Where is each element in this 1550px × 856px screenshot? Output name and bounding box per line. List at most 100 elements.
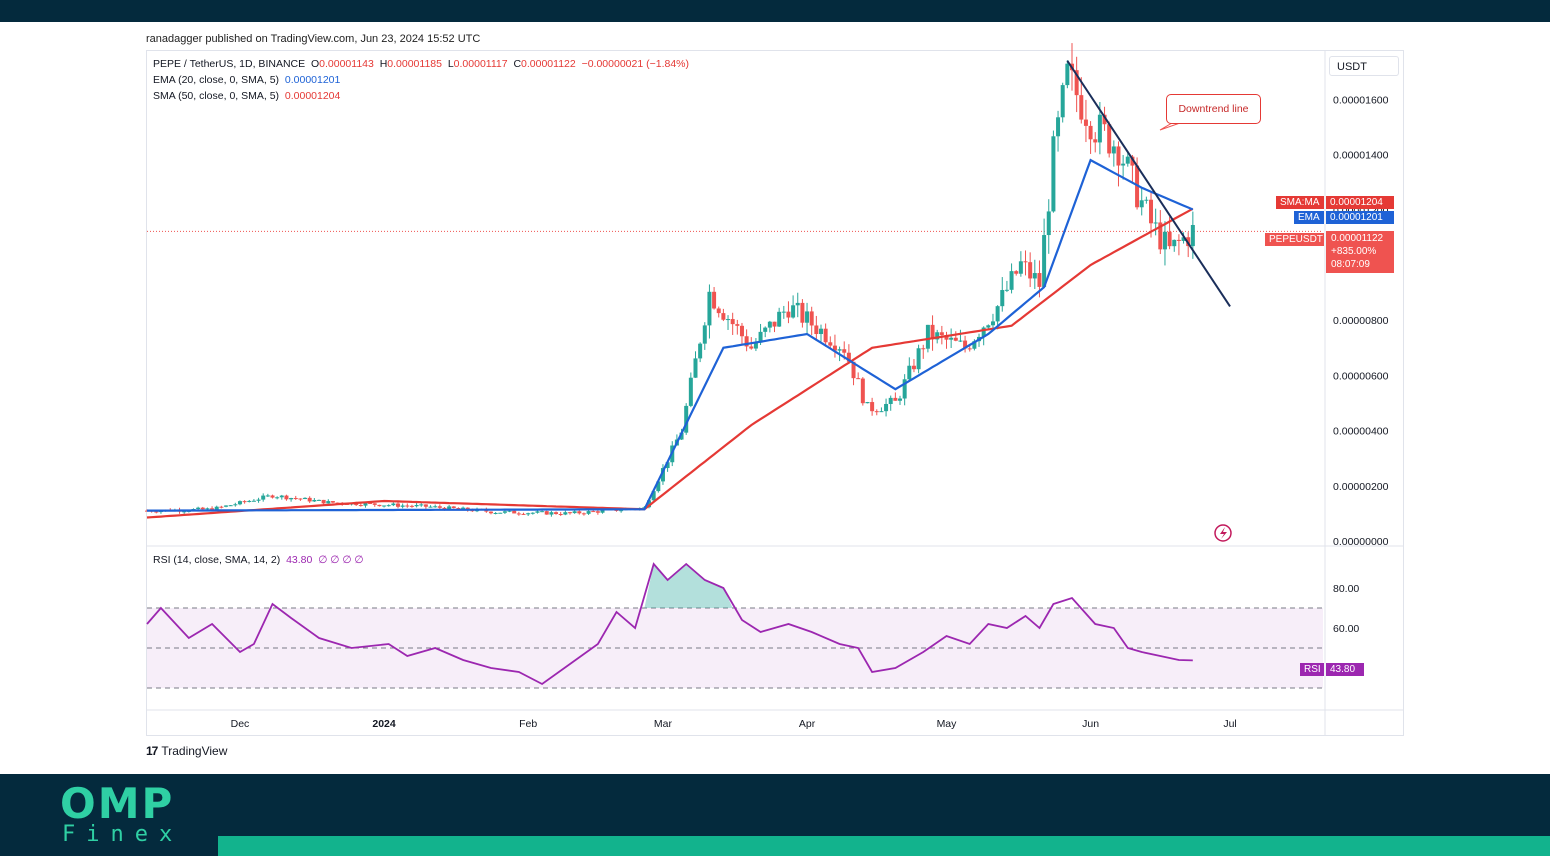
candle	[930, 315, 935, 351]
candle-body	[488, 511, 493, 514]
candle-body	[1153, 222, 1158, 224]
ema-line	[147, 158, 1194, 512]
candle-body	[200, 507, 205, 510]
candle-body	[303, 497, 308, 500]
candle	[1158, 210, 1163, 255]
candle	[898, 395, 903, 405]
currency-unit-selector[interactable]: USDT	[1329, 56, 1399, 76]
candle-body	[749, 346, 754, 349]
candle	[800, 299, 805, 328]
footer-accent-strip	[218, 836, 1550, 856]
candle-body	[586, 511, 591, 514]
candle-body	[651, 491, 656, 501]
ema-legend-label: EMA (20, close, 0, SMA, 5)	[153, 74, 280, 86]
candle-body	[196, 507, 201, 509]
candle-body	[540, 511, 545, 513]
tradingview-logo[interactable]: 17 TradingView	[146, 744, 227, 758]
candle	[1111, 140, 1116, 167]
candle	[419, 503, 424, 507]
candle	[321, 499, 326, 505]
candle-body	[972, 341, 977, 349]
candle	[451, 506, 456, 509]
candle	[702, 322, 707, 350]
candle	[879, 407, 884, 413]
candle-body	[1065, 63, 1070, 86]
candle-body	[935, 332, 940, 340]
candle-body	[535, 511, 540, 513]
candle-body	[800, 302, 805, 323]
price-tag-value: 0.00001122	[1331, 233, 1384, 244]
candle-body	[758, 331, 763, 343]
candle	[284, 494, 289, 501]
downtrend-annotation[interactable]: Downtrend line	[1166, 94, 1261, 124]
downtrend-line	[1066, 60, 1231, 307]
candle	[953, 331, 958, 342]
candle-body	[716, 308, 721, 314]
candle-body	[1144, 199, 1149, 201]
legend-high: 0.00001185	[387, 58, 442, 70]
candle-body	[730, 319, 735, 325]
candle	[726, 315, 731, 330]
candle-body	[823, 328, 828, 343]
candle	[516, 511, 521, 516]
candle	[1023, 250, 1028, 276]
candle	[289, 497, 294, 502]
candle-body	[1162, 231, 1167, 250]
candle	[809, 306, 814, 336]
candle-body	[1051, 136, 1056, 212]
candle-body	[224, 505, 229, 507]
candle-body	[549, 512, 554, 515]
candle-body	[581, 513, 586, 515]
publisher-credit: ranadagger published on TradingView.com,…	[146, 33, 481, 45]
candle-body	[507, 510, 512, 512]
brand-main: OMP	[60, 779, 175, 828]
legend-symbol[interactable]: PEPE / TetherUS, 1D, BINANCE	[153, 58, 306, 70]
candle-body	[261, 495, 266, 500]
sma-tag-name: SMA:MA	[1276, 196, 1324, 209]
time-tick-label: May	[937, 718, 958, 730]
price-tag-change: +835.00%	[1331, 246, 1377, 257]
candle	[772, 321, 777, 333]
candle-body	[363, 503, 368, 506]
candle	[888, 395, 893, 411]
candle-body	[967, 348, 972, 350]
sma-line	[146, 207, 1194, 519]
candle	[488, 511, 493, 515]
sma-legend[interactable]: SMA (50, close, 0, SMA, 5) 0.00001204	[153, 90, 340, 102]
candle-body	[860, 378, 865, 404]
candle-body	[679, 432, 684, 440]
candle-body	[1172, 239, 1177, 247]
candle	[577, 510, 582, 515]
lightning-icon-bolt	[1220, 527, 1227, 539]
candle	[911, 359, 916, 373]
candle-body	[512, 510, 517, 514]
candle-body	[237, 501, 242, 505]
candle-body	[939, 332, 944, 336]
candles	[145, 43, 1195, 517]
candle	[777, 307, 782, 327]
candle	[739, 322, 744, 346]
rsi-legend[interactable]: RSI (14, close, SMA, 14, 2) 43.80 ∅ ∅ ∅ …	[153, 554, 364, 566]
candle	[1014, 270, 1019, 276]
candle-body	[437, 506, 442, 508]
candle-body	[1018, 261, 1023, 274]
candle-body	[888, 397, 893, 404]
candle-body	[781, 311, 786, 313]
ema-legend[interactable]: EMA (20, close, 0, SMA, 5) 0.00001201	[153, 74, 340, 86]
candle-body	[526, 513, 531, 515]
candle-body	[391, 503, 396, 506]
candle-body	[1130, 156, 1135, 166]
candle-body	[707, 291, 712, 326]
candle-body	[461, 507, 466, 509]
candle	[303, 497, 308, 500]
candle	[200, 506, 205, 510]
time-tick-label: Mar	[654, 718, 673, 730]
candle	[591, 510, 596, 513]
candle	[1176, 234, 1181, 256]
candle-body	[986, 325, 991, 328]
candle-body	[898, 398, 903, 401]
sma-legend-label: SMA (50, close, 0, SMA, 5)	[153, 90, 280, 102]
candle	[544, 510, 549, 515]
candle	[1102, 106, 1107, 131]
